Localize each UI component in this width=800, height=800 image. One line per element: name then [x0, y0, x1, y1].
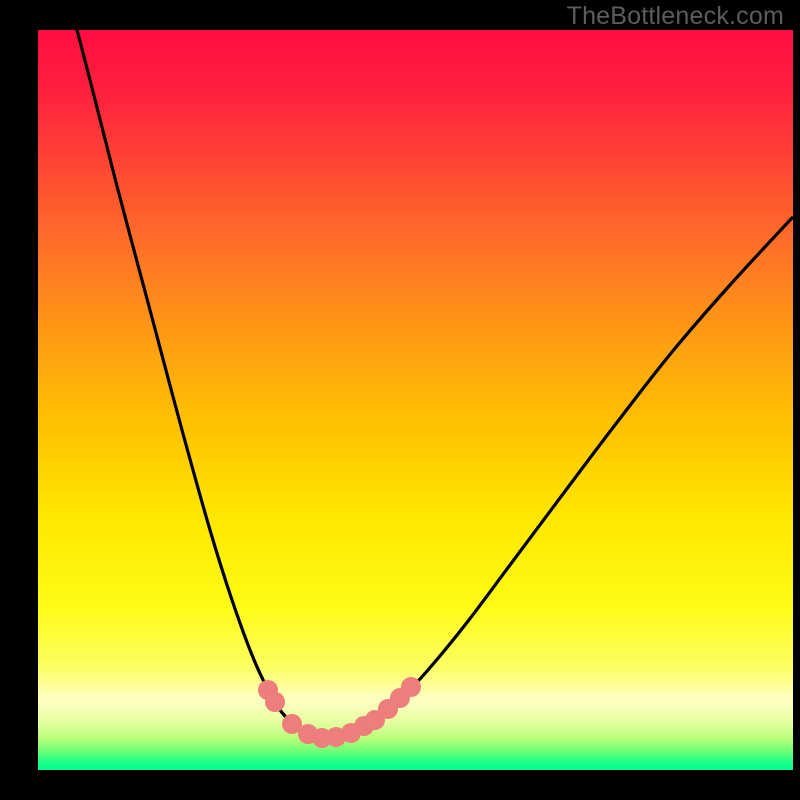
gradient-background [38, 30, 793, 770]
plot-svg [38, 30, 793, 770]
watermark-text: TheBottleneck.com [567, 2, 784, 31]
plot-area [38, 30, 793, 770]
data-marker [265, 692, 285, 712]
data-marker [401, 677, 421, 697]
